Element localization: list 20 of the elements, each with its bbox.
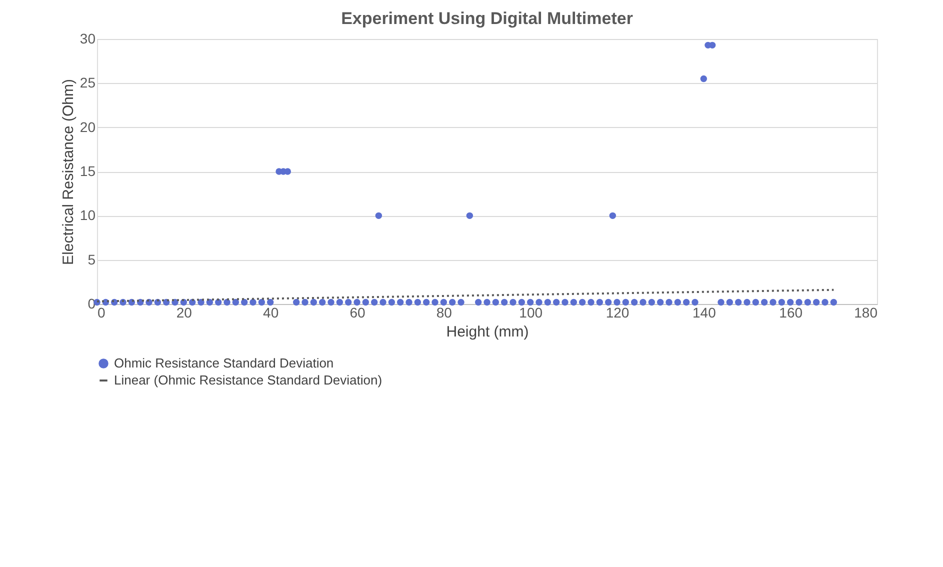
x-tick-label: 100 xyxy=(519,304,543,320)
legend-label: Linear (Ohmic Resistance Standard Deviation) xyxy=(114,372,382,388)
y-tick-label: 30 xyxy=(80,30,96,46)
x-tick-label: 80 xyxy=(436,304,452,320)
chart-title: Experiment Using Digital Multimeter xyxy=(341,9,634,28)
y-axis-title: Electrical Resistance (Ohm) xyxy=(60,79,77,265)
x-tick-label: 20 xyxy=(176,304,192,320)
y-tick-label: 5 xyxy=(88,251,96,268)
y-tick-label: 25 xyxy=(80,74,96,91)
x-tick-label: 60 xyxy=(350,304,366,320)
x-tick-label: 140 xyxy=(692,304,716,320)
x-tick-label: 40 xyxy=(263,304,279,320)
y-tick-label: 10 xyxy=(80,207,96,224)
x-tick-label: 160 xyxy=(779,304,803,320)
y-tick-label: 20 xyxy=(80,118,96,135)
y-tick-label: 15 xyxy=(80,163,96,179)
x-axis-title: Height (mm) xyxy=(446,324,529,340)
legend-label: Ohmic Resistance Standard Deviation xyxy=(114,356,334,370)
x-tick-label: 120 xyxy=(606,304,630,320)
x-tick-label: 180 xyxy=(854,304,878,320)
